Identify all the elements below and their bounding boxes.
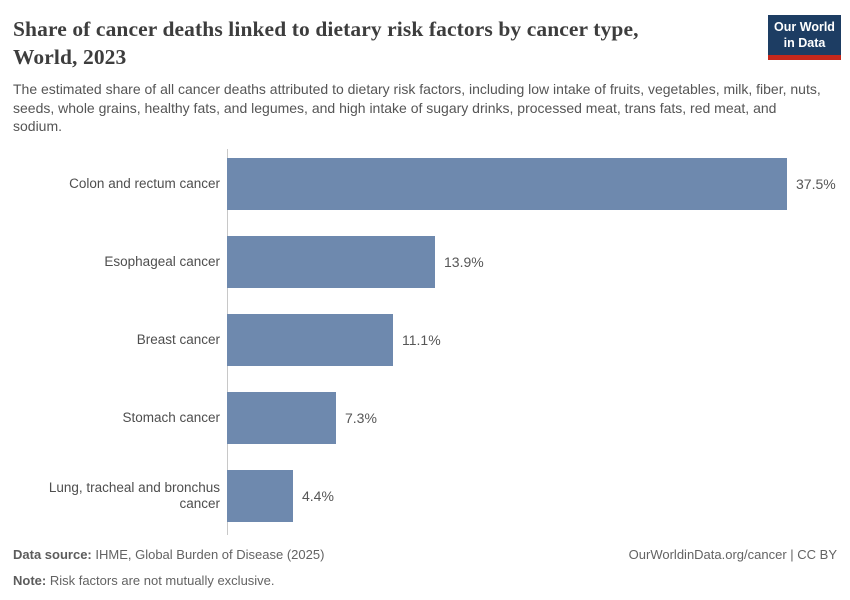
value-label: 13.9% bbox=[444, 253, 484, 270]
chart-subtitle: The estimated share of all cancer deaths… bbox=[13, 81, 821, 134]
category-label: Esophageal cancer bbox=[104, 253, 220, 269]
bar[interactable] bbox=[227, 391, 336, 444]
chart-row: Stomach cancer 7.3% bbox=[13, 379, 837, 457]
bar[interactable] bbox=[227, 313, 393, 366]
owid-logo-line-2: in Data bbox=[783, 36, 826, 50]
bar-track: 7.3% bbox=[227, 391, 837, 444]
value-label: 11.1% bbox=[402, 331, 441, 348]
bar-track: 13.9% bbox=[227, 235, 837, 288]
owid-logo[interactable]: Our World in Data bbox=[768, 15, 841, 60]
chart-row: Esophageal cancer 13.9% bbox=[13, 223, 837, 301]
value-label: 4.4% bbox=[302, 487, 334, 504]
owid-logo-line-1: Our World bbox=[774, 20, 835, 34]
bar[interactable] bbox=[227, 235, 435, 288]
chart-title-line-1: Share of cancer deaths linked to dietary… bbox=[13, 17, 639, 41]
data-source-line: Data source: IHME, Global Burden of Dise… bbox=[13, 545, 324, 564]
bar[interactable] bbox=[227, 469, 293, 522]
data-source-value: IHME, Global Burden of Disease (2025) bbox=[91, 546, 325, 562]
bar[interactable] bbox=[227, 157, 787, 210]
bar-track: 11.1% bbox=[227, 313, 837, 366]
chart-title-line-2: World, 2023 bbox=[13, 45, 127, 69]
chart-footer: Data source: IHME, Global Burden of Dise… bbox=[13, 545, 837, 597]
value-label: 37.5% bbox=[796, 175, 836, 192]
chart-row: Colon and rectum cancer 37.5% bbox=[13, 145, 837, 223]
category-label: Lung, tracheal and bronchus cancer bbox=[48, 479, 220, 511]
chart-row: Lung, tracheal and bronchus cancer 4.4% bbox=[13, 457, 837, 535]
data-source-label: Data source: bbox=[13, 546, 92, 562]
bar-track: 37.5% bbox=[227, 157, 837, 210]
note-label: Note: bbox=[13, 572, 47, 588]
chart-title: Share of cancer deaths linked to dietary… bbox=[13, 15, 758, 71]
chart-header: Share of cancer deaths linked to dietary… bbox=[13, 15, 841, 136]
category-label: Breast cancer bbox=[136, 331, 220, 347]
note-value: Risk factors are not mutually exclusive. bbox=[46, 572, 275, 588]
bar-chart: Colon and rectum cancer 37.5% Esophageal c… bbox=[13, 145, 837, 535]
attribution-link[interactable]: OurWorldinData.org/cancer | CC BY bbox=[628, 546, 837, 562]
category-label: Colon and rectum cancer bbox=[69, 175, 220, 191]
note-line: Note: Risk factors are not mutually excl… bbox=[13, 571, 324, 590]
value-label: 7.3% bbox=[345, 409, 377, 426]
footer-left: Data source: IHME, Global Burden of Dise… bbox=[13, 545, 324, 597]
bar-track: 4.4% bbox=[227, 469, 837, 522]
chart-row: Breast cancer 11.1% bbox=[13, 301, 837, 379]
category-label: Stomach cancer bbox=[122, 409, 220, 425]
chart-rows: Colon and rectum cancer 37.5% Esophageal c… bbox=[13, 145, 837, 535]
